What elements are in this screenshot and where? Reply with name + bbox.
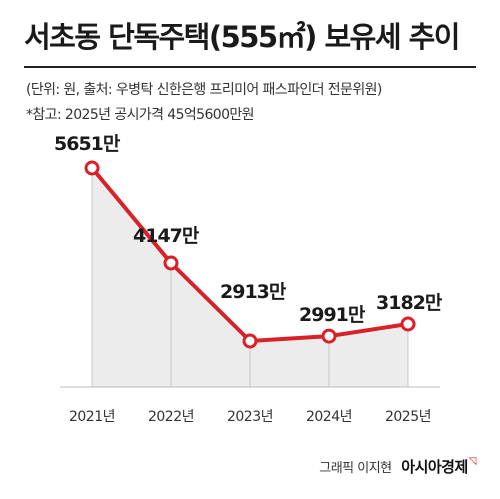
chart-note: *참고: 2025년 공시가격 45억5600만원 — [26, 107, 255, 123]
data-point-3 — [242, 333, 258, 349]
title-divider — [24, 66, 476, 68]
credit-line: 그래픽 이지현 아시아경제◹ — [319, 456, 476, 477]
data-point-4 — [321, 328, 337, 344]
x-tick-label-1: 2021년 — [69, 409, 115, 425]
x-tick-label-3: 2023년 — [227, 409, 273, 425]
chart-title: 서초동 단독주택(555㎡) 보유세 추이 — [24, 20, 461, 54]
data-point-2 — [163, 255, 179, 271]
data-point-1 — [84, 160, 100, 176]
chart-subtitle: (단위: 원, 출처: 우병탁 신한은행 프리미어 패스파인더 전문위원) — [26, 82, 382, 98]
data-label-4: 2991만 — [299, 304, 366, 326]
x-tick-label-4: 2024년 — [306, 409, 352, 425]
data-label-2: 4147만 — [133, 225, 200, 247]
data-label-5: 3182만 — [376, 292, 443, 314]
publisher-mark-icon: ◹ — [468, 456, 477, 467]
publisher-logo: 아시아경제 — [401, 458, 468, 476]
data-label-1: 5651만 — [54, 133, 121, 155]
x-tick-label-2: 2022년 — [148, 409, 194, 425]
x-tick-label-5: 2025년 — [385, 409, 431, 425]
graphic-credit: 그래픽 이지현 — [319, 461, 392, 476]
data-label-3: 2913만 — [220, 281, 287, 303]
data-point-5 — [400, 316, 416, 332]
